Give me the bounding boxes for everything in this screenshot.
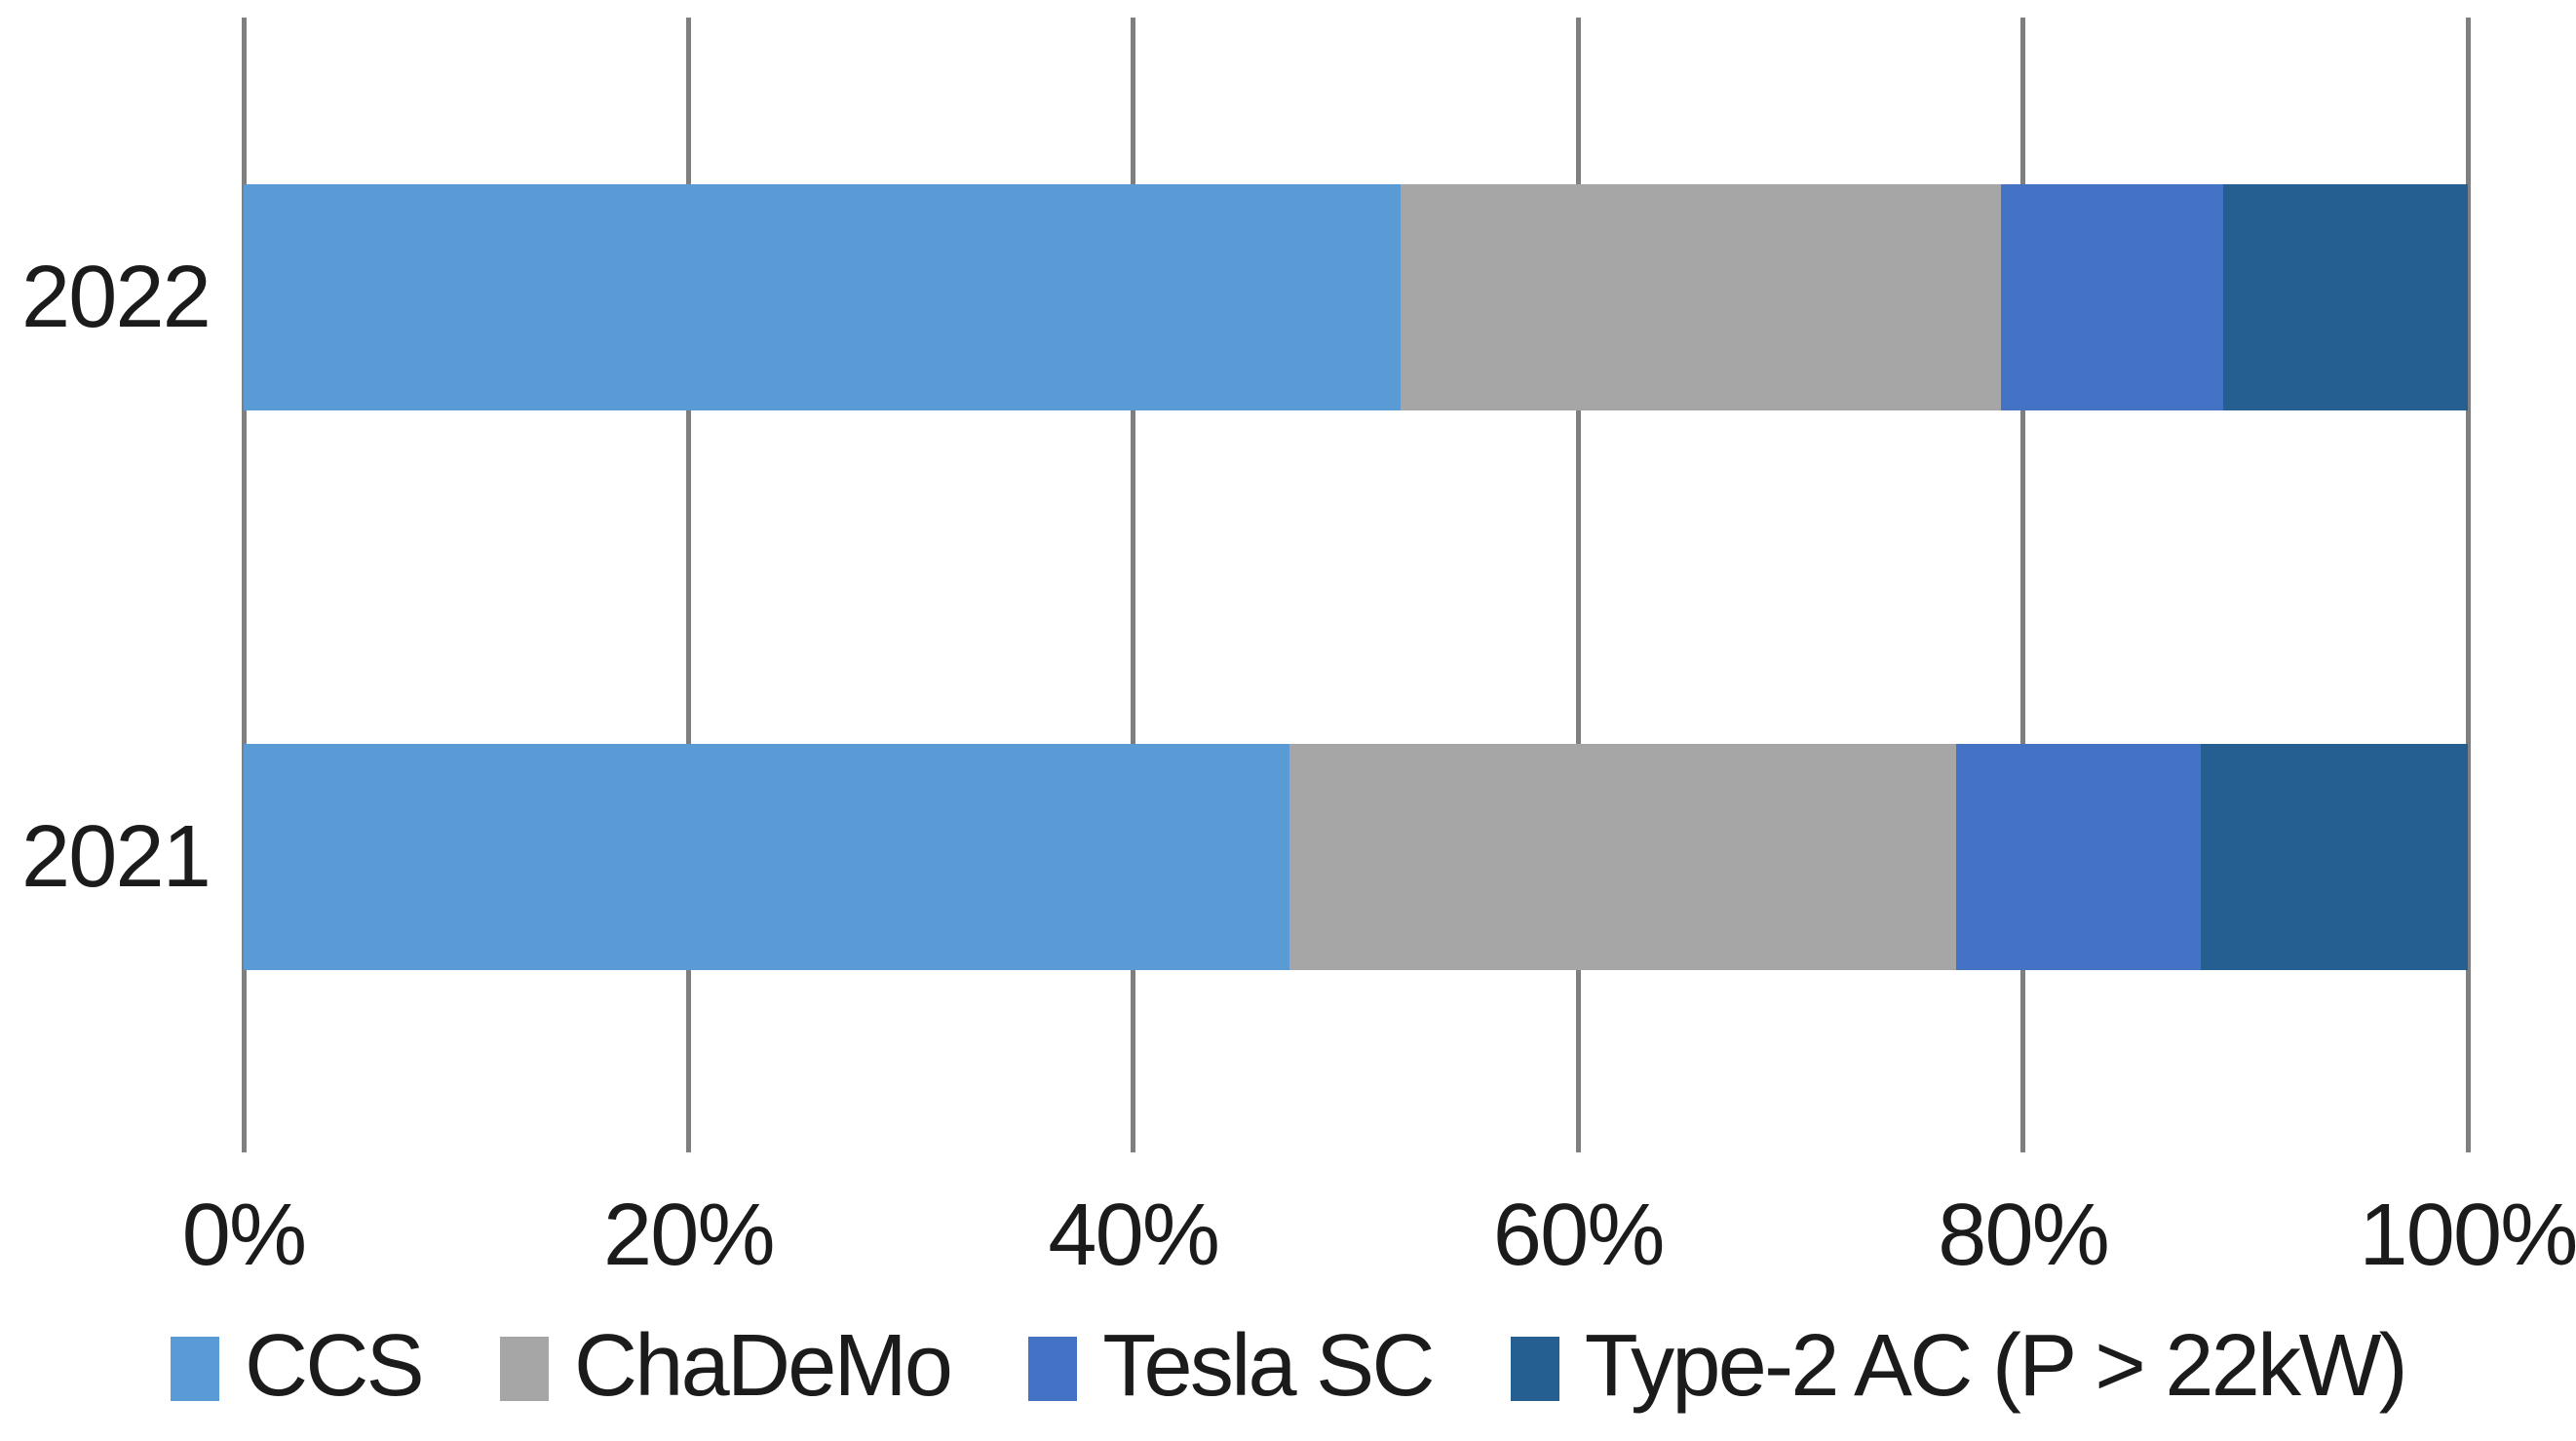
legend-marker-icon <box>171 1337 220 1401</box>
x-tick-label: 20% <box>603 1187 776 1284</box>
bar-segment-2022-Type-2 AC (P > 22kW) <box>2222 184 2468 410</box>
x-tick-label: 60% <box>1492 1187 1666 1284</box>
bar-row-2022 <box>244 184 2468 410</box>
gridline <box>685 18 691 1152</box>
category-label: 2021 <box>21 808 211 906</box>
legend-label: ChaDeMo <box>573 1317 953 1415</box>
gridline <box>1575 18 1581 1152</box>
x-tick-label: 80% <box>1938 1187 2110 1284</box>
legend-item: Tesla SC <box>1028 1317 1435 1415</box>
bar-segment-2021-CCS <box>244 744 1289 970</box>
gridline <box>2465 18 2471 1152</box>
legend-item: Type-2 AC (P > 22kW) <box>1510 1317 2408 1415</box>
bar-row-2021 <box>244 744 2468 970</box>
bar-segment-2021-Tesla SC <box>1956 744 2202 970</box>
legend-marker-icon <box>1028 1337 1078 1401</box>
category-label: 2022 <box>21 249 211 346</box>
legend-label: Type-2 AC (P > 22kW) <box>1584 1317 2408 1415</box>
legend-marker-icon <box>499 1337 549 1401</box>
x-tick-label: 0% <box>181 1187 307 1284</box>
legend-item: CCS <box>171 1317 425 1415</box>
x-tick-label: 100% <box>2359 1187 2576 1284</box>
x-tick-label: 40% <box>1048 1187 1220 1284</box>
bar-segment-2022-Tesla SC <box>2000 184 2223 410</box>
bar-segment-2021-ChaDeMo <box>1288 744 1957 970</box>
legend-label: CCS <box>245 1317 425 1415</box>
legend-label: Tesla SC <box>1102 1317 1435 1415</box>
legend: CCS ChaDeMo Tesla SC Type-2 AC (P > 22kW) <box>0 1322 2576 1410</box>
bar-segment-2021-Type-2 AC (P > 22kW) <box>2201 744 2468 970</box>
bar-segment-2022-ChaDeMo <box>1400 184 2001 410</box>
gridline <box>1131 18 1136 1152</box>
legend-marker-icon <box>1510 1337 1559 1401</box>
gridline <box>241 18 247 1152</box>
gridline <box>2020 18 2026 1152</box>
legend-item: ChaDeMo <box>499 1317 953 1415</box>
bar-segment-2022-CCS <box>244 184 1401 410</box>
